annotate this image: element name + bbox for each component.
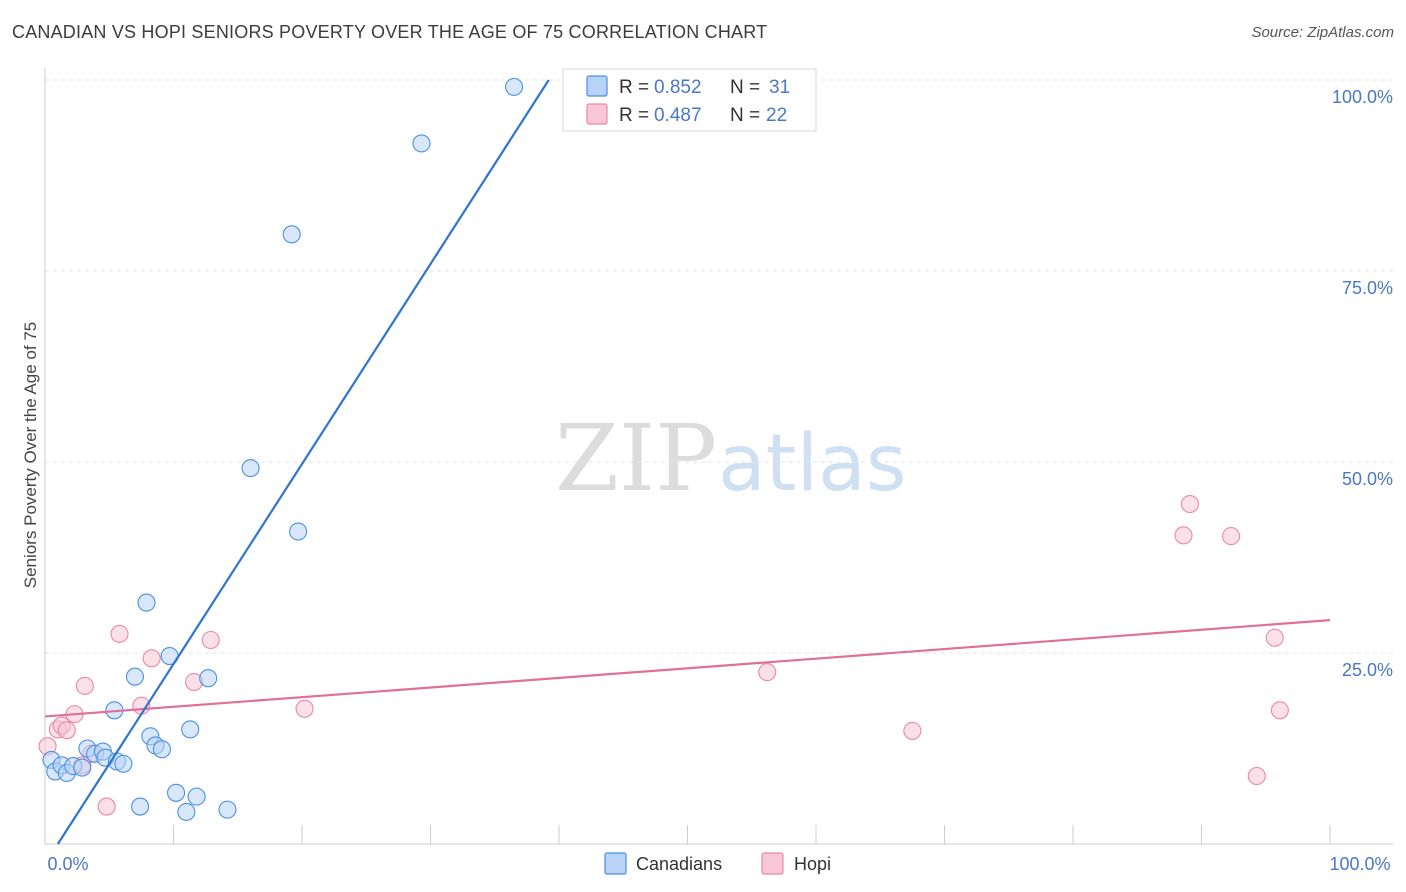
canadians-point bbox=[187, 787, 206, 806]
legend-n-label-canadians: N = bbox=[730, 77, 760, 98]
hopi-point bbox=[1270, 701, 1289, 720]
canadians-point bbox=[282, 225, 301, 244]
hopi-point bbox=[758, 663, 777, 682]
hopi-point bbox=[57, 721, 76, 740]
legend-r-value-canadians: 0.852 bbox=[654, 77, 702, 98]
canadians-point bbox=[504, 77, 524, 96]
hopi-point bbox=[1174, 526, 1193, 545]
canadians-point bbox=[177, 802, 196, 821]
hopi-points bbox=[38, 494, 1289, 816]
hopi-point bbox=[1247, 766, 1266, 786]
canadians-point bbox=[152, 740, 171, 759]
legend-n-label-hopi: N = bbox=[730, 105, 760, 126]
y-axis-label: Seniors Poverty Over the Age of 75 bbox=[21, 322, 40, 588]
canadians-point bbox=[131, 797, 150, 816]
y-tick-label-75: 75.0% bbox=[1342, 278, 1393, 298]
canadians-point bbox=[218, 800, 237, 819]
x-ticks bbox=[173, 825, 1331, 844]
canadians-point bbox=[137, 593, 156, 612]
bottom-legend-label-canadians: Canadians bbox=[636, 854, 722, 874]
hopi-point bbox=[110, 624, 129, 643]
source-credit: Source: ZipAtlas.com bbox=[1251, 24, 1394, 41]
hopi-point bbox=[903, 721, 922, 740]
watermark-zip: ZIP bbox=[555, 405, 717, 512]
canadians-point bbox=[199, 669, 218, 688]
y-tick-label-25: 25.0% bbox=[1342, 660, 1393, 680]
canadians-point bbox=[289, 522, 308, 541]
watermark-atlas: atlas bbox=[718, 419, 907, 509]
bottom-legend-swatch-canadians bbox=[604, 852, 627, 875]
y-tick-label-50: 50.0% bbox=[1342, 469, 1393, 489]
axes bbox=[44, 68, 1393, 845]
canadians-point bbox=[412, 134, 431, 153]
canadians-point bbox=[73, 758, 92, 777]
stats-legend: R = 0.852 N = 31 R = 0.487 N = 22 bbox=[562, 68, 817, 132]
canadians-point bbox=[167, 783, 186, 802]
legend-swatch-canadians bbox=[586, 75, 608, 97]
y-tick-label-100: 100.0% bbox=[1332, 87, 1393, 107]
legend-r-label-canadians: R = bbox=[619, 77, 649, 98]
legend-swatch-hopi bbox=[586, 103, 608, 125]
hopi-point bbox=[1180, 494, 1199, 514]
bottom-legend-swatch-hopi bbox=[761, 852, 784, 875]
hopi-point bbox=[1222, 527, 1241, 546]
legend-r-label-hopi: R = bbox=[619, 105, 649, 126]
chart-title: CANADIAN VS HOPI SENIORS POVERTY OVER TH… bbox=[12, 22, 768, 42]
canadians-points bbox=[42, 77, 524, 821]
hopi-point bbox=[1265, 628, 1284, 647]
hopi-point bbox=[201, 630, 220, 650]
x-tick-label-0: 0.0% bbox=[47, 854, 88, 874]
bottom-legend-label-hopi: Hopi bbox=[794, 854, 831, 874]
y-tick-labels: 25.0% 50.0% 75.0% 100.0% bbox=[1332, 87, 1393, 680]
series-legend: Canadians Hopi bbox=[604, 852, 831, 875]
hopi-point bbox=[97, 797, 116, 816]
canadians-point bbox=[241, 459, 260, 478]
x-tick-label-100: 100.0% bbox=[1329, 854, 1390, 874]
canadians-point bbox=[125, 667, 144, 686]
canadians-point bbox=[114, 754, 133, 773]
hopi-point bbox=[142, 649, 161, 668]
gridlines bbox=[45, 79, 1393, 654]
legend-r-value-hopi: 0.487 bbox=[654, 105, 702, 126]
hopi-point bbox=[75, 676, 94, 695]
legend-n-value-hopi: 22 bbox=[766, 105, 787, 126]
hopi-point bbox=[295, 699, 314, 718]
canadians-point bbox=[181, 720, 200, 739]
canadians-trend-line bbox=[56, 79, 550, 845]
hopi-trend-line bbox=[44, 619, 1331, 718]
legend-n-value-canadians: 31 bbox=[769, 77, 790, 98]
